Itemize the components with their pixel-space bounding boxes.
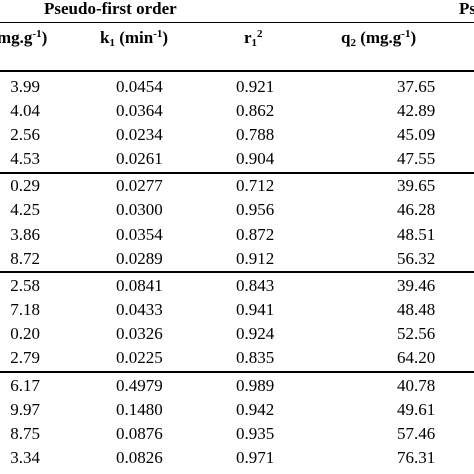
cell-r1: 0.971	[236, 448, 275, 467]
cell-q2: 47.55	[397, 149, 436, 168]
column-header-q2: q2 (mg.g-1)	[341, 28, 417, 49]
pseudo-first-order-header: Pseudo-first order	[44, 0, 177, 18]
cell-q2: 56.32	[397, 249, 436, 268]
cell-k1: 0.4979	[116, 376, 163, 395]
cell-qe: 2.56	[10, 125, 40, 144]
cell-r1: 0.921	[236, 77, 275, 96]
cell-q2: 48.48	[397, 300, 436, 319]
cell-r1: 0.924	[236, 324, 275, 343]
cell-r1: 0.912	[236, 249, 275, 268]
cell-qe: 6.17	[10, 376, 40, 395]
section-divider-3	[0, 371, 474, 373]
cell-r1: 0.989	[236, 376, 275, 395]
cell-q2: 42.89	[397, 101, 436, 120]
section-divider-2	[0, 271, 474, 273]
table-row: 8.75 0.0876 0.935 57.46	[0, 424, 474, 449]
cell-qe: 3.99	[10, 77, 40, 96]
cell-q2: 45.09	[397, 125, 436, 144]
cell-k1: 0.0364	[116, 101, 163, 120]
cell-k1: 0.0261	[116, 149, 163, 168]
cell-q2: 52.56	[397, 324, 436, 343]
cell-k1: 0.0841	[116, 276, 163, 295]
cell-qe: 7.18	[10, 300, 40, 319]
table-row: 7.18 0.0433 0.941 48.48	[0, 300, 474, 325]
table-row: 3.34 0.0826 0.971 76.31	[0, 448, 474, 473]
cell-q2: 37.65	[397, 77, 436, 96]
cell-k1: 0.0354	[116, 225, 163, 244]
cell-k1: 0.0289	[116, 249, 163, 268]
cell-k1: 0.0433	[116, 300, 163, 319]
cell-q2: 76.31	[397, 448, 436, 467]
cell-k1: 0.0300	[116, 200, 163, 219]
cell-q2: 48.51	[397, 225, 436, 244]
cell-r1: 0.941	[236, 300, 275, 319]
cell-k1: 0.0234	[116, 125, 163, 144]
column-header-r1: r12	[244, 28, 263, 49]
cell-r1: 0.956	[236, 200, 275, 219]
table-row: 4.04 0.0364 0.862 42.89	[0, 101, 474, 126]
cell-r1: 0.788	[236, 125, 275, 144]
pseudo-second-order-header: Ps	[459, 0, 474, 18]
cell-r1: 0.872	[236, 225, 275, 244]
table-row: 2.79 0.0225 0.835 64.20	[0, 348, 474, 373]
cell-q2: 39.65	[397, 176, 436, 195]
section-divider-1	[0, 172, 474, 174]
cell-q2: 57.46	[397, 424, 436, 443]
cell-k1: 0.0876	[116, 424, 163, 443]
cell-qe: 8.72	[10, 249, 40, 268]
table-row: 4.53 0.0261 0.904 47.55	[0, 149, 474, 174]
cell-q2: 39.46	[397, 276, 436, 295]
column-header-k1: k1 (min-1)	[100, 28, 169, 49]
cell-k1: 0.0277	[116, 176, 163, 195]
cell-r1: 0.862	[236, 101, 275, 120]
cell-qe: 9.97	[10, 400, 40, 419]
cell-q2: 46.28	[397, 200, 436, 219]
table-row: 0.20 0.0326 0.924 52.56	[0, 324, 474, 349]
cell-k1: 0.0454	[116, 77, 163, 96]
table-row: 8.72 0.0289 0.912 56.32	[0, 249, 474, 274]
cell-q2: 64.20	[397, 348, 436, 367]
cell-qe: 3.34	[10, 448, 40, 467]
cell-r1: 0.712	[236, 176, 275, 195]
table-row: 3.99 0.0454 0.921 37.65	[0, 77, 474, 102]
table-row: 6.17 0.4979 0.989 40.78	[0, 376, 474, 401]
table-row: 9.97 0.1480 0.942 49.61	[0, 400, 474, 425]
table-row: 4.25 0.0300 0.956 46.28	[0, 200, 474, 225]
cell-r1: 0.942	[236, 400, 275, 419]
cell-qe: 0.29	[10, 176, 40, 195]
header-group-rule	[0, 22, 474, 23]
cell-qe: 2.58	[10, 276, 40, 295]
cell-q2: 40.78	[397, 376, 436, 395]
cell-qe: 2.79	[10, 348, 40, 367]
table-row: 3.86 0.0354 0.872 48.51	[0, 225, 474, 250]
cell-qe: 4.04	[10, 101, 40, 120]
table-row: 2.56 0.0234 0.788 45.09	[0, 125, 474, 150]
cell-k1: 0.1480	[116, 400, 163, 419]
header-bottom-rule	[0, 70, 474, 72]
cell-q2: 49.61	[397, 400, 436, 419]
cell-qe: 8.75	[10, 424, 40, 443]
cell-k1: 0.0826	[116, 448, 163, 467]
table-row: 2.58 0.0841 0.843 39.46	[0, 276, 474, 301]
cell-k1: 0.0225	[116, 348, 163, 367]
column-header-qe: mg.g-1)	[0, 28, 48, 47]
cell-qe: 4.53	[10, 149, 40, 168]
cell-qe: 4.25	[10, 200, 40, 219]
cell-r1: 0.904	[236, 149, 275, 168]
cell-r1: 0.935	[236, 424, 275, 443]
cell-r1: 0.843	[236, 276, 275, 295]
cell-qe: 3.86	[10, 225, 40, 244]
cell-k1: 0.0326	[116, 324, 163, 343]
table-row: 0.29 0.0277 0.712 39.65	[0, 176, 474, 201]
cell-qe: 0.20	[10, 324, 40, 343]
cell-r1: 0.835	[236, 348, 275, 367]
